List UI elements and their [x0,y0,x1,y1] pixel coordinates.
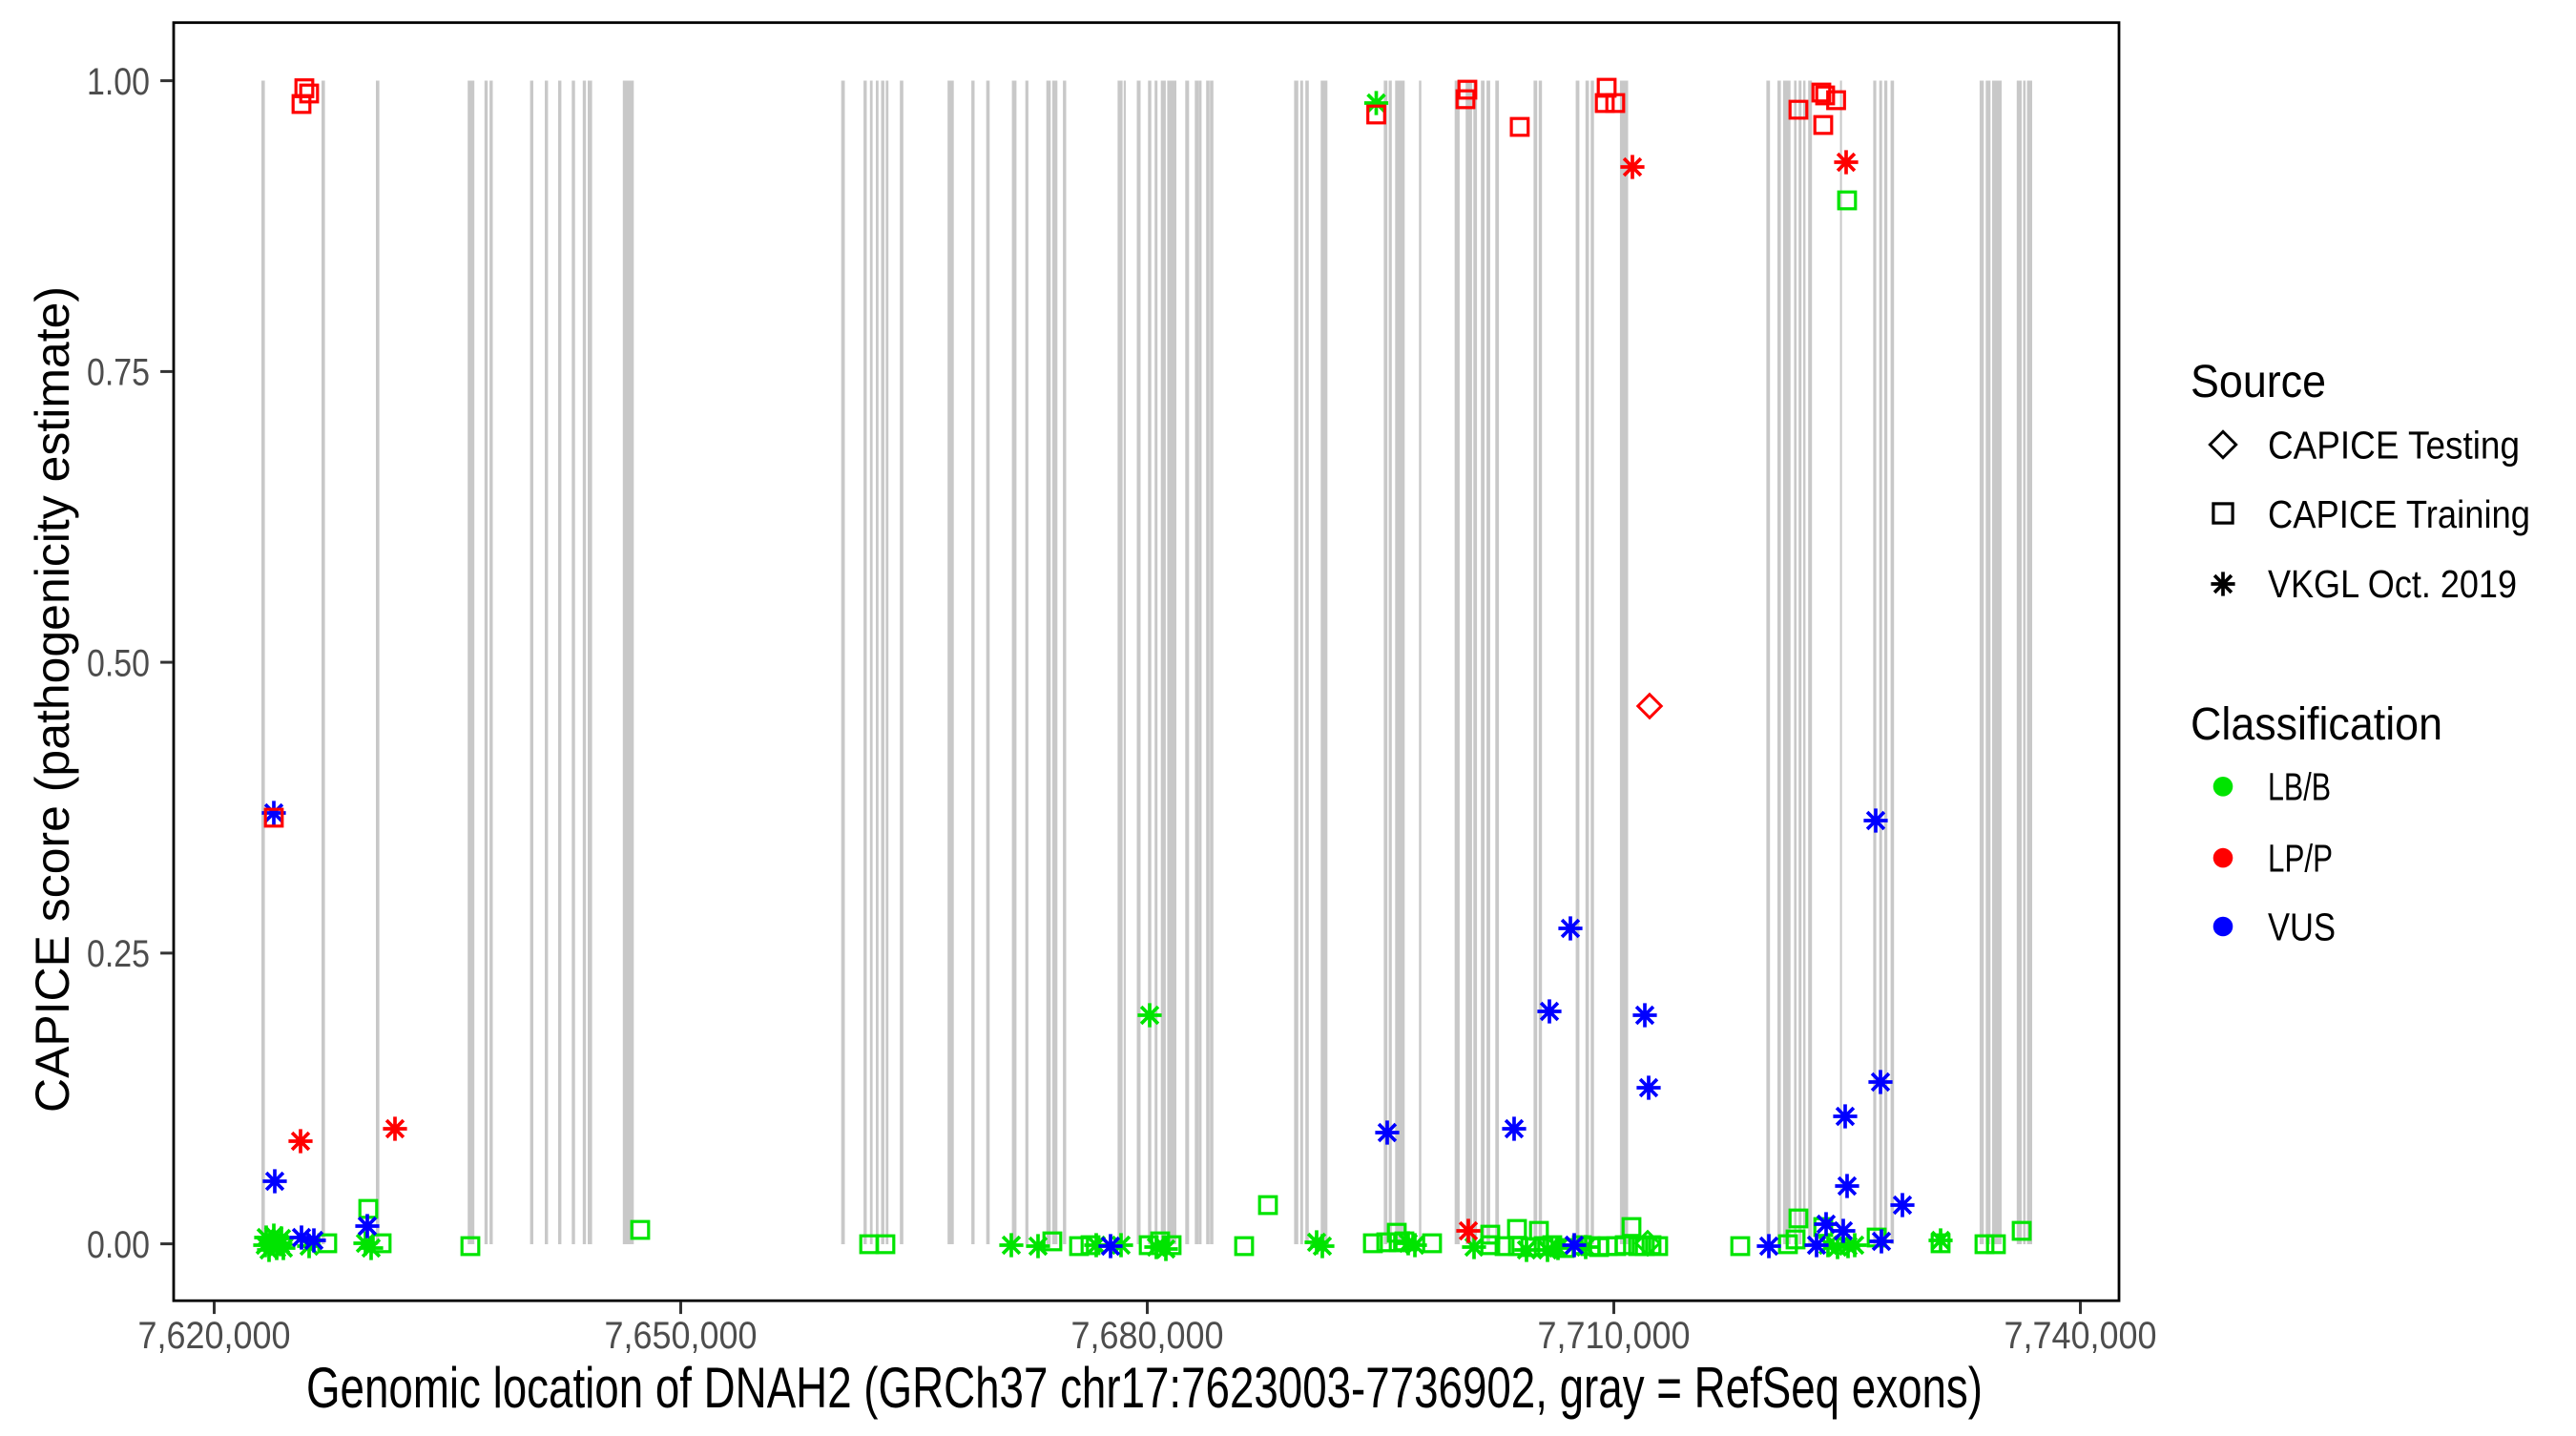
svg-text:7,680,000: 7,680,000 [1071,1315,1224,1357]
svg-text:VUS: VUS [2268,905,2336,948]
svg-text:1.00: 1.00 [87,61,150,103]
svg-text:Source: Source [2191,357,2326,407]
svg-text:CAPICE Testing: CAPICE Testing [2268,424,2520,468]
svg-text:LP/P: LP/P [2268,836,2333,880]
svg-text:CAPICE Training: CAPICE Training [2268,492,2530,536]
svg-text:0.25: 0.25 [87,933,150,975]
svg-text:0.75: 0.75 [87,352,150,394]
svg-text:7,650,000: 7,650,000 [605,1315,758,1357]
svg-text:0.50: 0.50 [87,642,150,684]
svg-text:LB/B: LB/B [2268,765,2331,809]
svg-text:CAPICE score (pathogenicity es: CAPICE score (pathogenicity estimate) [26,286,79,1113]
svg-text:Classification: Classification [2191,699,2442,750]
svg-text:7,710,000: 7,710,000 [1538,1315,1691,1357]
svg-text:7,620,000: 7,620,000 [138,1315,291,1357]
svg-text:VKGL Oct. 2019: VKGL Oct. 2019 [2268,562,2517,606]
svg-text:7,740,000: 7,740,000 [2005,1315,2157,1357]
svg-text:0.00: 0.00 [87,1224,150,1266]
svg-text:Genomic location of DNAH2 (GRC: Genomic location of DNAH2 (GRCh37 chr17:… [306,1356,1983,1420]
